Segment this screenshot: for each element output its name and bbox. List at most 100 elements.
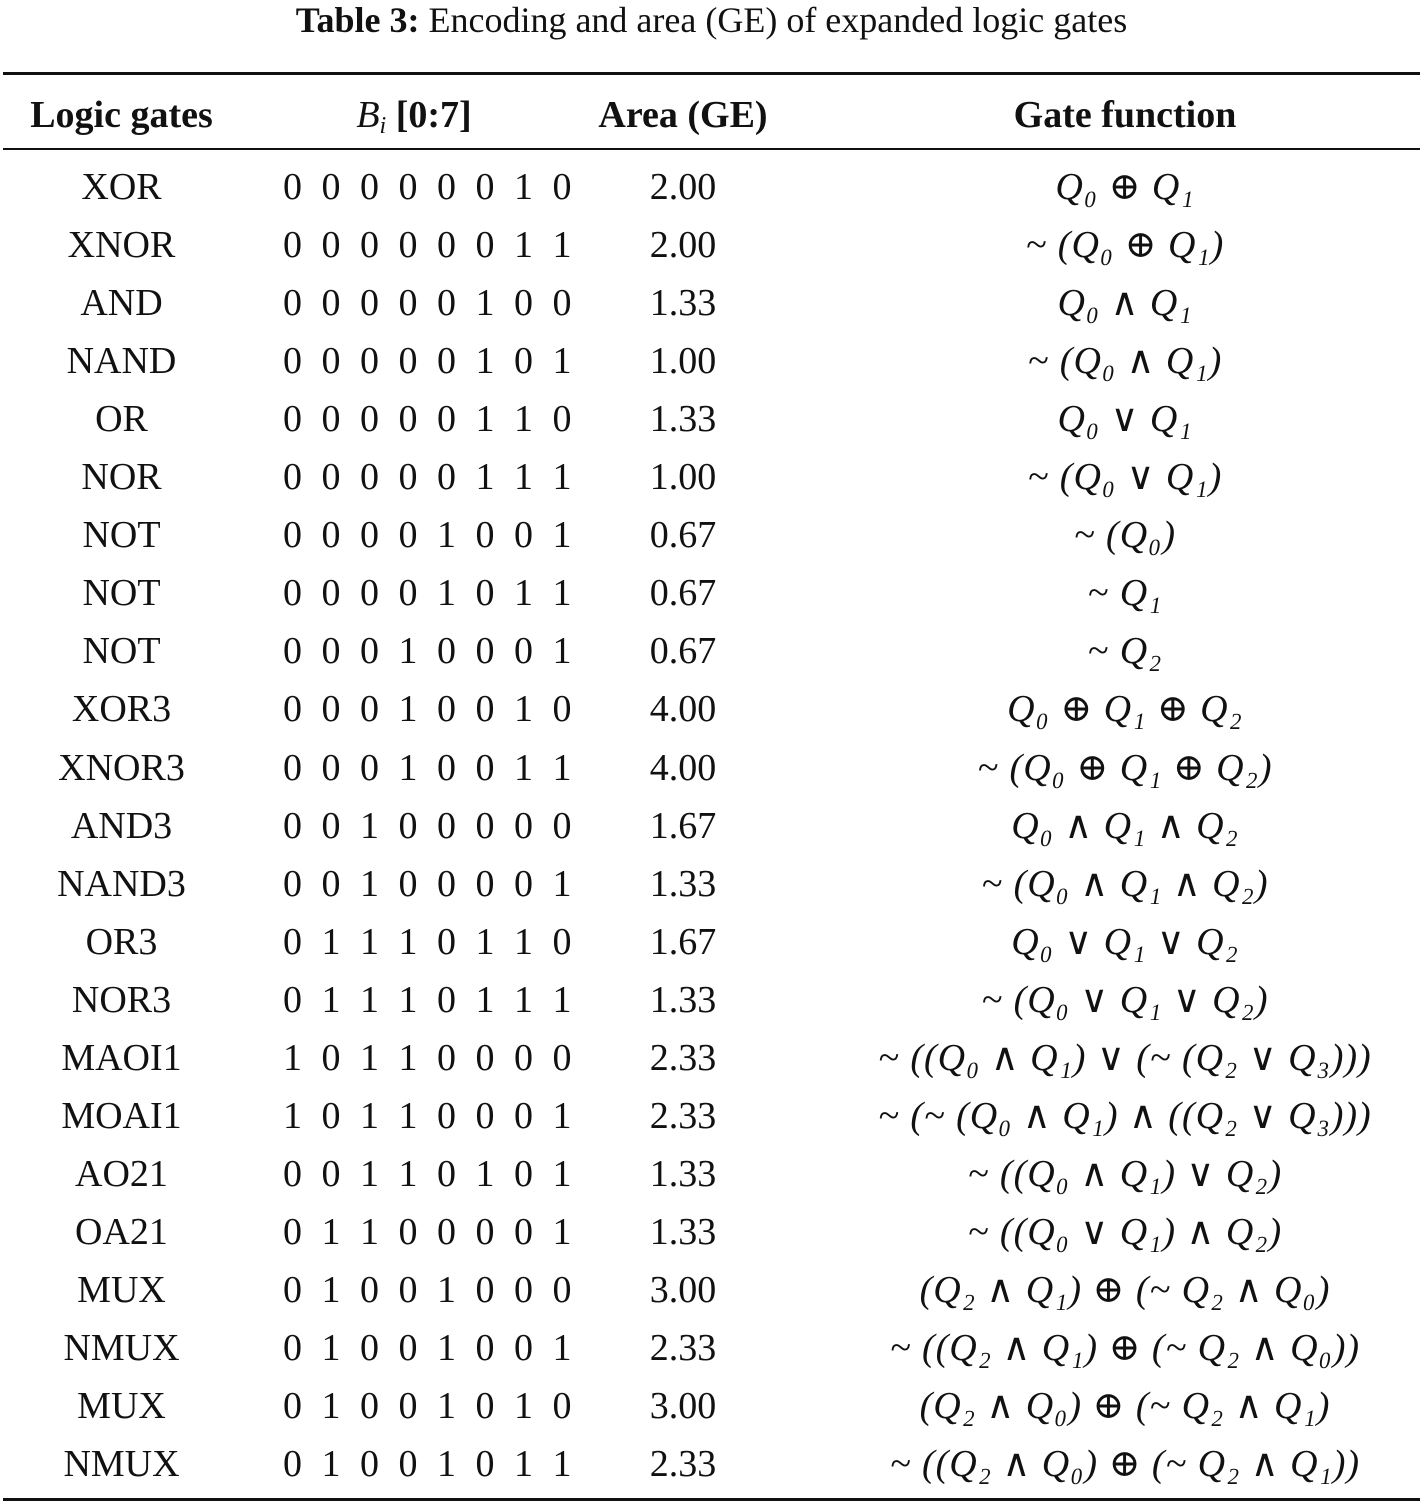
table-row: XNOR 0 0 0 0 0 0 1 1 2.00 ~ (Q₀ ⊕ Q₁) bbox=[0, 216, 1423, 274]
cell-area: 1.33 bbox=[649, 282, 717, 324]
cell-logic-gate: AND3 bbox=[70, 805, 173, 847]
cell-gate-function: ~ (Q₀ ∧ Q₁ ∧ Q₂) bbox=[981, 863, 1269, 905]
table-row: MAOI1 1 0 1 1 0 0 0 0 2.33 ~ ((Q₀ ∧ Q₁) ∨ (… bbox=[0, 1029, 1423, 1087]
cell-encoding: 1 0 1 1 0 0 0 0 bbox=[283, 1037, 577, 1079]
cell-encoding: 0 0 0 0 1 0 1 1 bbox=[283, 572, 577, 614]
cell-logic-gate: NAND bbox=[66, 340, 177, 382]
cell-encoding: 0 0 0 1 0 0 1 0 bbox=[283, 688, 577, 730]
cell-gate-function: Q₀ ⊕ Q₁ ⊕ Q₂ bbox=[1007, 688, 1243, 730]
cell-gate-function: Q₀ ∧ Q₁ bbox=[1057, 282, 1193, 324]
cell-area: 1.33 bbox=[649, 979, 717, 1021]
cell-area: 2.33 bbox=[649, 1327, 717, 1369]
header-area: Area (GE) bbox=[598, 94, 768, 136]
table-row: MOAI1 1 0 1 1 0 0 0 1 2.33 ~ (~ (Q₀ ∧ Q₁) ∧… bbox=[0, 1087, 1423, 1145]
cell-gate-function: ~ Q₁ bbox=[1087, 572, 1163, 614]
header-encoding-range: [0:7] bbox=[386, 94, 472, 136]
table-row: XOR3 0 0 0 1 0 0 1 0 4.00 Q₀ ⊕ Q₁ ⊕ Q₂ bbox=[0, 680, 1423, 738]
cell-area: 1.00 bbox=[649, 456, 717, 498]
cell-area: 3.00 bbox=[649, 1269, 717, 1311]
cell-encoding: 0 1 0 0 1 0 1 0 bbox=[283, 1385, 577, 1427]
cell-area: 1.33 bbox=[649, 1211, 717, 1253]
header-encoding-subscript: i bbox=[379, 113, 387, 139]
cell-area: 1.00 bbox=[649, 340, 717, 382]
cell-encoding: 0 0 0 0 0 1 0 0 bbox=[283, 282, 577, 324]
table-row: OR 0 0 0 0 0 1 1 0 1.33 Q₀ ∨ Q₁ bbox=[0, 390, 1423, 448]
cell-encoding: 0 1 1 1 0 1 1 1 bbox=[283, 979, 577, 1021]
table-row: AND 0 0 0 0 0 1 0 0 1.33 Q₀ ∧ Q₁ bbox=[0, 274, 1423, 332]
cell-encoding: 0 1 0 0 1 0 0 1 bbox=[283, 1327, 577, 1369]
table-row: NMUX 0 1 0 0 1 0 0 1 2.33 ~ ((Q₂ ∧ Q₁) ⊕ (~… bbox=[0, 1319, 1423, 1377]
cell-area: 0.67 bbox=[649, 630, 717, 672]
cell-gate-function: Q₀ ∨ Q₁ bbox=[1057, 398, 1193, 440]
cell-logic-gate: AO21 bbox=[75, 1153, 168, 1195]
cell-area: 3.00 bbox=[649, 1385, 717, 1427]
cell-area: 2.33 bbox=[649, 1443, 717, 1485]
cell-encoding: 0 0 0 0 0 1 1 1 bbox=[283, 456, 577, 498]
table-row: MUX 0 1 0 0 1 0 1 0 3.00 (Q₂ ∧ Q₀) ⊕ (~ Q₂ … bbox=[0, 1377, 1423, 1435]
cell-encoding: 0 1 1 1 0 1 1 0 bbox=[283, 921, 577, 963]
table-row: NOR3 0 1 1 1 0 1 1 1 1.33 ~ (Q₀ ∨ Q₁ ∨ Q₂) bbox=[0, 971, 1423, 1029]
cell-logic-gate: XOR3 bbox=[71, 688, 172, 730]
cell-encoding: 0 0 0 0 1 0 0 1 bbox=[283, 514, 577, 556]
cell-gate-function: ~ (Q₀ ∧ Q₁) bbox=[1027, 340, 1223, 382]
table-row: NAND3 0 0 1 0 0 0 0 1 1.33 ~ (Q₀ ∧ Q₁ ∧ Q₂) bbox=[0, 855, 1423, 913]
cell-logic-gate: OR bbox=[95, 398, 148, 440]
cell-logic-gate: MUX bbox=[77, 1269, 166, 1311]
cell-gate-function: (Q₂ ∧ Q₁) ⊕ (~ Q₂ ∧ Q₀) bbox=[919, 1269, 1331, 1311]
cell-logic-gate: NAND3 bbox=[57, 863, 186, 905]
cell-gate-function: ~ (~ (Q₀ ∧ Q₁) ∧ ((Q₂ ∨ Q₃))) bbox=[878, 1095, 1372, 1137]
cell-logic-gate: NOR3 bbox=[71, 979, 172, 1021]
cell-gate-function: ~ Q₂ bbox=[1087, 630, 1163, 672]
table-row: AO21 0 0 1 1 0 1 0 1 1.33 ~ ((Q₀ ∧ Q₁) ∨ Q₂… bbox=[0, 1145, 1423, 1203]
cell-gate-function: (Q₂ ∧ Q₀) ⊕ (~ Q₂ ∧ Q₁) bbox=[919, 1385, 1331, 1427]
table-row: XNOR3 0 0 0 1 0 0 1 1 4.00 ~ (Q₀ ⊕ Q₁ ⊕ Q₂) bbox=[0, 739, 1423, 797]
table-row: OR3 0 1 1 1 0 1 1 0 1.67 Q₀ ∨ Q₁ ∨ Q₂ bbox=[0, 913, 1423, 971]
cell-logic-gate: OA21 bbox=[75, 1211, 168, 1253]
cell-area: 2.00 bbox=[649, 166, 717, 208]
cell-area: 1.33 bbox=[649, 1153, 717, 1195]
cell-gate-function: ~ ((Q₀ ∧ Q₁) ∨ Q₂) bbox=[967, 1153, 1283, 1195]
cell-area: 0.67 bbox=[649, 572, 717, 614]
cell-gate-function: ~ (Q₀ ∨ Q₁ ∨ Q₂) bbox=[981, 979, 1269, 1021]
cell-area: 2.33 bbox=[649, 1095, 717, 1137]
cell-gate-function: ~ ((Q₀ ∨ Q₁) ∧ Q₂) bbox=[967, 1211, 1283, 1253]
cell-encoding: 0 1 1 0 0 0 0 1 bbox=[283, 1211, 577, 1253]
table-row: NAND 0 0 0 0 0 1 0 1 1.00 ~ (Q₀ ∧ Q₁) bbox=[0, 332, 1423, 390]
table-top-rule bbox=[3, 72, 1420, 75]
cell-area: 2.00 bbox=[649, 224, 717, 266]
cell-logic-gate: MOAI1 bbox=[61, 1095, 182, 1137]
table-row: XOR 0 0 0 0 0 0 1 0 2.00 Q₀ ⊕ Q₁ bbox=[0, 158, 1423, 216]
header-encoding: Bi [0:7] bbox=[283, 86, 545, 155]
cell-encoding: 0 0 0 0 0 1 0 1 bbox=[283, 340, 577, 382]
header-logic-gates: Logic gates bbox=[30, 94, 213, 136]
cell-area: 4.00 bbox=[649, 688, 717, 730]
cell-area: 1.33 bbox=[649, 863, 717, 905]
cell-area: 0.67 bbox=[649, 514, 717, 556]
cell-area: 1.33 bbox=[649, 398, 717, 440]
table-header-rule bbox=[3, 148, 1420, 150]
cell-encoding: 0 0 0 1 0 0 0 1 bbox=[283, 630, 577, 672]
cell-gate-function: ~ (Q₀ ⊕ Q₁) bbox=[1025, 224, 1225, 266]
cell-encoding: 1 0 1 1 0 0 0 1 bbox=[283, 1095, 577, 1137]
cell-encoding: 0 0 1 0 0 0 0 0 bbox=[283, 805, 577, 847]
table-caption-label: Table 3: bbox=[295, 0, 420, 40]
cell-encoding: 0 0 1 1 0 1 0 1 bbox=[283, 1153, 577, 1195]
cell-area: 2.33 bbox=[649, 1037, 717, 1079]
cell-gate-function: ~ (Q₀ ⊕ Q₁ ⊕ Q₂) bbox=[977, 747, 1273, 789]
cell-logic-gate: AND bbox=[80, 282, 163, 324]
cell-gate-function: ~ ((Q₂ ∧ Q₀) ⊕ (~ Q₂ ∧ Q₁)) bbox=[889, 1443, 1361, 1485]
cell-gate-function: Q₀ ∧ Q₁ ∧ Q₂ bbox=[1011, 805, 1239, 847]
cell-area: 4.00 bbox=[649, 747, 717, 789]
table-bottom-rule bbox=[3, 1498, 1420, 1501]
table-caption: Table 3: Encoding and area (GE) of expan… bbox=[0, 0, 1423, 44]
cell-gate-function: Q₀ ∨ Q₁ ∨ Q₂ bbox=[1011, 921, 1239, 963]
table-row: OA21 0 1 1 0 0 0 0 1 1.33 ~ ((Q₀ ∨ Q₁) ∧ Q₂… bbox=[0, 1203, 1423, 1261]
cell-logic-gate: NOR bbox=[81, 456, 162, 498]
cell-encoding: 0 1 0 0 1 0 0 0 bbox=[283, 1269, 577, 1311]
cell-gate-function: ~ (Q₀) bbox=[1073, 514, 1177, 556]
cell-encoding: 0 1 0 0 1 0 1 1 bbox=[283, 1443, 577, 1485]
cell-encoding: 0 0 0 0 0 1 1 0 bbox=[283, 398, 577, 440]
cell-logic-gate: OR3 bbox=[85, 921, 158, 963]
cell-logic-gate: MAOI1 bbox=[61, 1037, 182, 1079]
cell-encoding: 0 0 1 0 0 0 0 1 bbox=[283, 863, 577, 905]
